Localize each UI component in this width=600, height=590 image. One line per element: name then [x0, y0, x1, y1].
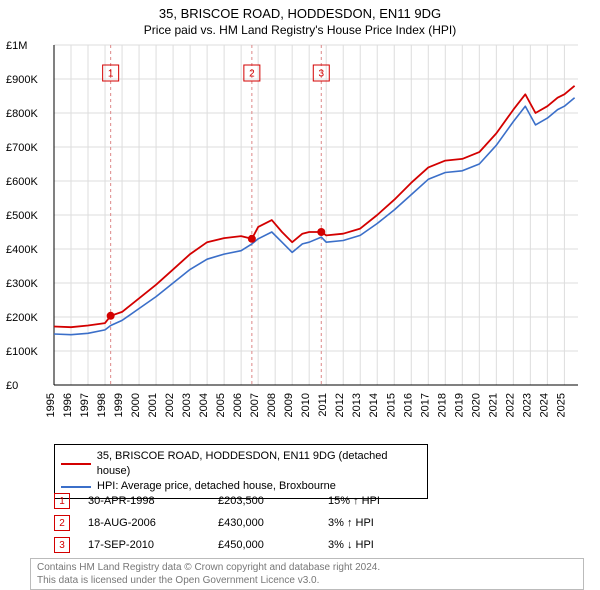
- footer-line-1: Contains HM Land Registry data © Crown c…: [37, 561, 577, 574]
- sale-date-3: 17-SEP-2010: [88, 539, 218, 551]
- sales-row-1: 1 30-APR-1998 £203,500 15% ↑ HPI: [54, 490, 438, 512]
- svg-text:2017: 2017: [419, 393, 431, 417]
- sale-marker-3: 3: [54, 537, 70, 553]
- svg-text:2002: 2002: [164, 393, 176, 417]
- sale-diff-1: 15% ↑ HPI: [328, 495, 438, 507]
- svg-text:1999: 1999: [113, 393, 125, 417]
- legend-item-series1: 35, BRISCOE ROAD, HODDESDON, EN11 9DG (d…: [61, 449, 421, 479]
- svg-text:£400K: £400K: [6, 244, 38, 256]
- svg-text:2013: 2013: [351, 393, 363, 417]
- sale-price-3: £450,000: [218, 539, 328, 551]
- svg-text:£200K: £200K: [6, 312, 38, 324]
- svg-text:2015: 2015: [385, 393, 397, 417]
- sale-marker-2: 2: [54, 515, 70, 531]
- svg-text:3: 3: [318, 69, 324, 80]
- svg-text:2016: 2016: [402, 393, 414, 417]
- svg-text:2007: 2007: [249, 393, 261, 417]
- svg-text:2019: 2019: [453, 393, 465, 417]
- svg-text:£500K: £500K: [6, 210, 38, 222]
- legend-label-1: 35, BRISCOE ROAD, HODDESDON, EN11 9DG (d…: [97, 449, 421, 479]
- svg-text:2011: 2011: [317, 393, 329, 417]
- sales-row-3: 3 17-SEP-2010 £450,000 3% ↓ HPI: [54, 534, 438, 556]
- svg-text:2025: 2025: [555, 393, 567, 417]
- sales-row-2: 2 18-AUG-2006 £430,000 3% ↑ HPI: [54, 512, 438, 534]
- svg-text:2008: 2008: [266, 393, 278, 417]
- svg-text:2000: 2000: [130, 393, 142, 417]
- sale-price-1: £203,500: [218, 495, 328, 507]
- sale-date-1: 30-APR-1998: [88, 495, 218, 507]
- svg-text:£0: £0: [6, 380, 18, 392]
- svg-text:2003: 2003: [181, 393, 193, 417]
- chart-title: 35, BRISCOE ROAD, HODDESDON, EN11 9DG: [0, 0, 600, 21]
- svg-text:1998: 1998: [96, 393, 108, 417]
- svg-text:£100K: £100K: [6, 346, 38, 358]
- legend-swatch-2: [61, 486, 91, 488]
- svg-text:£1M: £1M: [6, 41, 27, 52]
- svg-text:2001: 2001: [147, 393, 159, 417]
- sale-price-2: £430,000: [218, 517, 328, 529]
- svg-text:£900K: £900K: [6, 74, 38, 86]
- sale-date-2: 18-AUG-2006: [88, 517, 218, 529]
- svg-text:2: 2: [249, 69, 255, 80]
- svg-text:1: 1: [108, 69, 114, 80]
- svg-text:2006: 2006: [232, 393, 244, 417]
- svg-text:2021: 2021: [487, 393, 499, 417]
- footer-line-2: This data is licensed under the Open Gov…: [37, 574, 577, 587]
- svg-text:1996: 1996: [62, 393, 74, 417]
- chart-area: £0 £100K £200K £300K £400K £500K £600K £700K £80…: [0, 41, 600, 441]
- svg-text:£600K: £600K: [6, 176, 38, 188]
- sales-table: 1 30-APR-1998 £203,500 15% ↑ HPI 2 18-AU…: [54, 490, 438, 556]
- svg-text:1995: 1995: [45, 393, 57, 417]
- sale-marker-1: 1: [54, 493, 70, 509]
- svg-text:2024: 2024: [538, 393, 550, 417]
- svg-text:2005: 2005: [215, 393, 227, 417]
- sale-diff-2: 3% ↑ HPI: [328, 517, 438, 529]
- footer: Contains HM Land Registry data © Crown c…: [30, 558, 584, 590]
- svg-text:2020: 2020: [470, 393, 482, 417]
- svg-text:2004: 2004: [198, 393, 210, 417]
- svg-text:2012: 2012: [334, 393, 346, 417]
- svg-text:£300K: £300K: [6, 278, 38, 290]
- legend-swatch-1: [61, 463, 91, 465]
- chart-svg: £0 £100K £200K £300K £400K £500K £600K £700K £80…: [0, 41, 600, 441]
- svg-text:2023: 2023: [521, 393, 533, 417]
- svg-text:2009: 2009: [283, 393, 295, 417]
- svg-text:2010: 2010: [300, 393, 312, 417]
- svg-text:£700K: £700K: [6, 142, 38, 154]
- chart-container: 35, BRISCOE ROAD, HODDESDON, EN11 9DG Pr…: [0, 0, 600, 590]
- svg-text:2018: 2018: [436, 393, 448, 417]
- svg-text:1997: 1997: [79, 393, 91, 417]
- chart-subtitle: Price paid vs. HM Land Registry's House …: [0, 21, 600, 41]
- svg-text:2022: 2022: [504, 393, 516, 417]
- sale-diff-3: 3% ↓ HPI: [328, 539, 438, 551]
- svg-text:£800K: £800K: [6, 108, 38, 120]
- svg-text:2014: 2014: [368, 393, 380, 417]
